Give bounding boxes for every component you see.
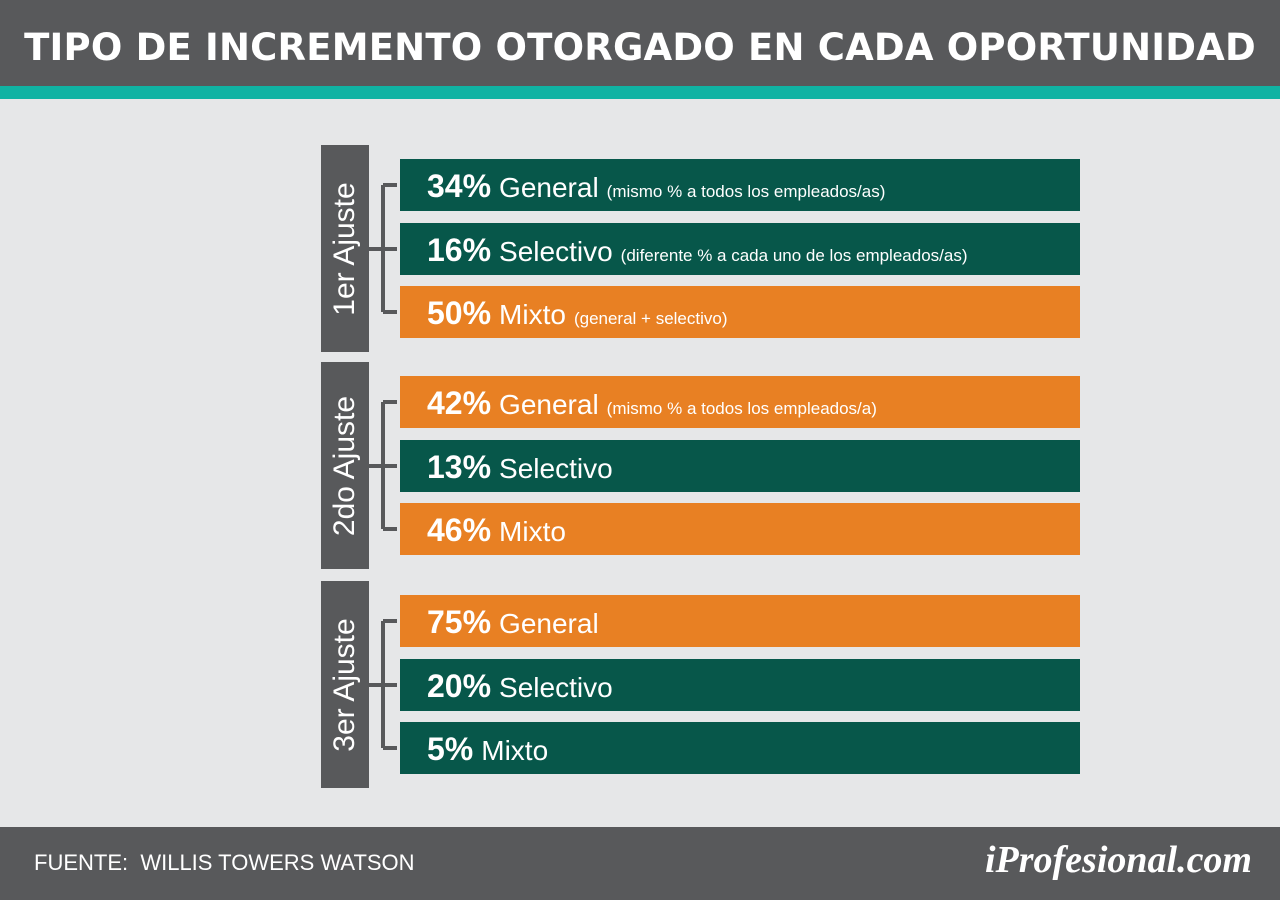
bar-percent: 50% (427, 295, 492, 331)
group-label: 2do Ajuste (321, 362, 369, 569)
bar-mixto: 50% Mixto (general + selectivo) (400, 286, 1080, 338)
bar-type-label: Mixto (499, 516, 566, 547)
bar-type-label: Selectivo (499, 672, 613, 703)
bar-type-label: Selectivo (499, 453, 613, 484)
group-label: 3er Ajuste (321, 581, 369, 788)
bar-note: (mismo % a todos los empleados/a) (606, 399, 877, 418)
bar-percent: 16% (427, 232, 492, 268)
bar-selectivo: 20% Selectivo (400, 659, 1080, 711)
group-bracket (369, 400, 397, 531)
bar-selectivo: 13% Selectivo (400, 440, 1080, 492)
bar-type-label: Mixto (499, 299, 566, 330)
bar-type-label: General (499, 608, 599, 639)
bar-mixto: 46% Mixto (400, 503, 1080, 555)
bar-percent: 34% (427, 168, 492, 204)
bar-note: (diferente % a cada uno de los empleados… (620, 246, 968, 265)
group-bracket (369, 183, 397, 314)
bar-mixto: 5% Mixto (400, 722, 1080, 774)
bar-type-label: Mixto (481, 735, 549, 766)
bar-type-label: Selectivo (499, 236, 613, 267)
bar-percent: 5% (427, 731, 474, 767)
bar-note: (mismo % a todos los empleados/as) (606, 182, 886, 201)
bar-percent: 20% (427, 668, 492, 704)
bar-note: (general + selectivo) (573, 309, 728, 328)
bar-general: 75% General (400, 595, 1080, 647)
bar-type-label: General (499, 172, 599, 203)
group-label-text: 1er Ajuste (328, 181, 361, 316)
footer-bar (0, 827, 1280, 900)
bar-percent: 75% (427, 604, 492, 640)
group-bracket (369, 619, 397, 750)
source-text: FUENTE: WILLIS TOWERS WATSON (34, 850, 415, 875)
group-label-text: 3er Ajuste (328, 617, 361, 752)
group-label: 1er Ajuste (321, 145, 369, 352)
bracket-line (369, 619, 397, 750)
bracket-line (369, 183, 397, 314)
group-label-text: 2do Ajuste (328, 395, 361, 536)
header-bar: TIPO DE INCREMENTO OTORGADO EN CADA OPOR… (0, 0, 1280, 86)
bar-percent: 46% (427, 512, 492, 548)
bar-general: 34% General (mismo % a todos los empleados… (400, 159, 1080, 211)
accent-stripe (0, 86, 1280, 99)
bracket-line (369, 400, 397, 531)
page-title: TIPO DE INCREMENTO OTORGADO EN CADA OPOR… (24, 26, 1256, 69)
bar-general: 42% General (mismo % a todos los empleados… (400, 376, 1080, 428)
bar-selectivo: 16% Selectivo (diferente % a cada uno de l… (400, 223, 1080, 275)
bar-percent: 13% (427, 449, 492, 485)
brand-logo: iProfesional.com (984, 839, 1252, 881)
bar-type-label: General (499, 389, 599, 420)
bar-percent: 42% (427, 385, 492, 421)
